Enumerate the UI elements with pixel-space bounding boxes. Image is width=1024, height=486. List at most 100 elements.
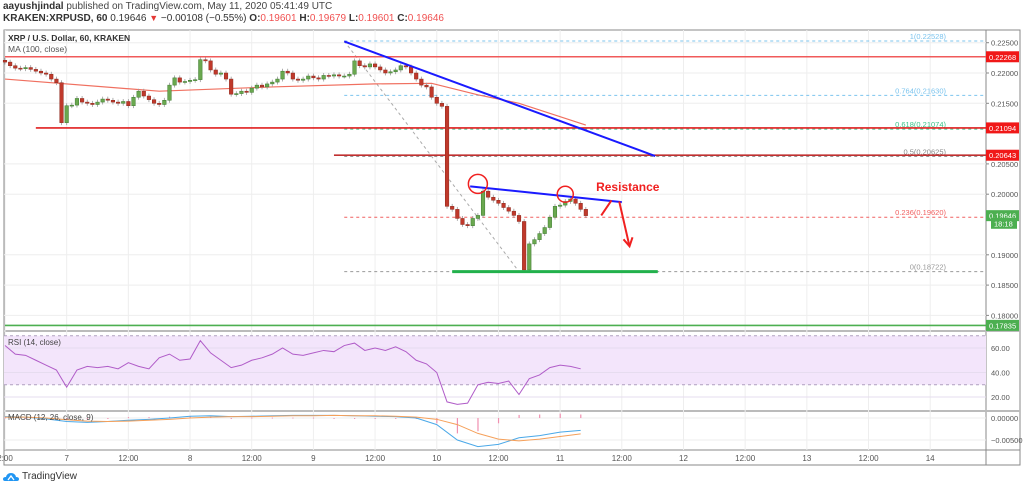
tradingview-logo[interactable]: TradingView [3, 471, 77, 482]
brand-name: TradingView [22, 471, 78, 482]
candle-down [38, 70, 44, 74]
candle-down [326, 75, 331, 77]
open-value: 0.19601 [260, 13, 297, 24]
candle-down [583, 209, 588, 216]
candle-down [403, 65, 408, 68]
fib-trend-line [343, 40, 520, 272]
candle-up [121, 101, 126, 104]
candle-up [64, 105, 69, 123]
macd-histogram-bar [436, 418, 438, 424]
macd-histogram-bar [168, 416, 171, 418]
arrow-head-icon [622, 236, 634, 249]
candle-down [491, 196, 496, 201]
price-axis-label: 0.18500 [991, 281, 1018, 290]
macd-axis-label: −0.00500 [991, 436, 1023, 445]
candle-down [444, 106, 450, 207]
price-label: 0.19646 [989, 212, 1016, 221]
time-axis-label: 12:00 [242, 454, 263, 463]
candle-up [275, 78, 280, 83]
fib-level-label: 0(0.18722) [910, 263, 947, 272]
open-label: O: [249, 13, 261, 24]
candle-up [367, 63, 372, 68]
candle-down [208, 60, 213, 71]
candle-up [162, 100, 167, 105]
resistance-annotation: Resistance [596, 180, 660, 194]
candle-up [398, 65, 403, 71]
rsi-label: RSI (14, close) [8, 338, 61, 347]
price-axis-label: 0.21500 [991, 99, 1018, 108]
candle-up [239, 90, 244, 94]
time-axis-label: 7 [64, 454, 69, 463]
candle-down [424, 84, 429, 88]
candle-down [285, 70, 290, 74]
candle-up [301, 78, 306, 81]
candle-up [95, 101, 100, 105]
candle-up [480, 190, 486, 216]
candle-up [331, 74, 337, 77]
candle-down [33, 69, 38, 72]
candle-up [100, 98, 105, 103]
macd-histogram-bar [477, 418, 479, 432]
close-label: C: [397, 13, 408, 24]
macd-histogram-bar [395, 418, 397, 419]
price-label-badge [986, 319, 1019, 331]
macd-axis-label: 0.00000 [991, 414, 1018, 423]
candle-down [414, 72, 419, 80]
macd-histogram-bar [230, 418, 232, 419]
macd-histogram-bar [86, 418, 88, 420]
down-triangle-icon: ▼ [149, 13, 159, 23]
author-name[interactable]: aayushjindal [3, 1, 64, 12]
candle-down [295, 78, 301, 81]
candle-down [141, 90, 146, 97]
candle-down [54, 78, 59, 83]
candle-up [475, 215, 480, 219]
price-label-badge [991, 217, 1017, 229]
candle-down [383, 69, 388, 74]
candle-down [229, 78, 234, 95]
candle-down [80, 98, 85, 103]
macd-histogram-bar [148, 417, 150, 419]
macd-histogram-bar [539, 414, 541, 418]
candle-down [578, 203, 583, 210]
candle-up [249, 87, 254, 93]
candle-up [69, 104, 74, 107]
candle-down [450, 206, 455, 210]
candle-down [373, 63, 378, 68]
price-label-badge [986, 210, 1019, 222]
price-label: 0.20643 [989, 151, 1016, 160]
price-axis-label: 0.18000 [991, 311, 1018, 320]
candle-up [172, 77, 177, 86]
time-axis-label: 12:00 [735, 454, 756, 463]
time-axis-label: 13 [802, 454, 811, 463]
candle-down [18, 67, 23, 70]
macd-histogram-bar [518, 414, 520, 418]
price-axis-label: 0.20000 [991, 190, 1018, 199]
time-axis-label: 12:00 [488, 454, 509, 463]
candle-down [486, 190, 491, 198]
price-change: −0.00108 (−0.55%) [160, 13, 247, 24]
candle-up [547, 216, 552, 228]
candle-down [455, 209, 460, 219]
candle-down [177, 77, 182, 83]
publish-info: aayushjindal published on TradingView.co… [3, 1, 332, 12]
candle-down [439, 103, 444, 107]
ma-line [4, 78, 587, 126]
candle-down [419, 78, 424, 86]
candle-up [136, 90, 141, 98]
rsi-axis-label: 20.00 [991, 393, 1010, 402]
price-label: 0.17835 [989, 321, 1016, 330]
candle-down [511, 210, 516, 216]
candle-up [306, 75, 311, 80]
candle-down [311, 75, 316, 79]
fib-level-label: 0.618(0.21074) [895, 120, 946, 129]
candle-up [352, 60, 357, 75]
low-value: 0.19601 [358, 13, 395, 24]
macd-histogram-bar [271, 417, 273, 419]
time-axis-label: 12:00 [859, 454, 880, 463]
candle-up [552, 206, 558, 218]
time-axis-label: 14 [926, 454, 935, 463]
candle-up [131, 96, 136, 106]
candle-down [49, 73, 54, 80]
candle-down [573, 198, 578, 204]
